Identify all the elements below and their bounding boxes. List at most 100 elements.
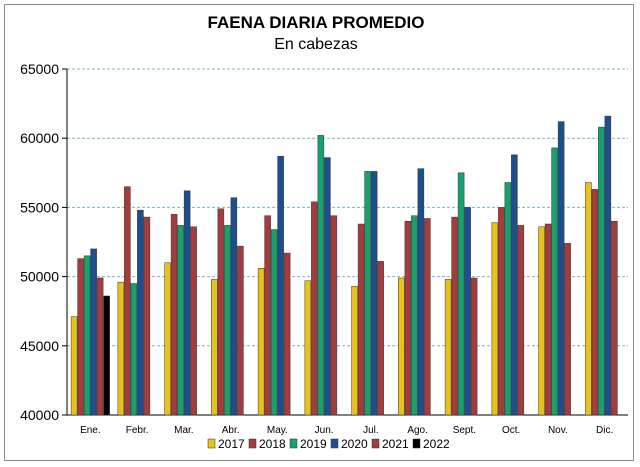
bar-2018 (217, 208, 225, 416)
bar-2020 (137, 209, 144, 416)
bar-2018 (591, 189, 599, 416)
bar-2021 (96, 277, 104, 416)
x-tick-label: Oct. (502, 425, 520, 436)
bar-2018 (124, 186, 131, 416)
bar-2019 (457, 172, 465, 416)
bar-2021 (564, 243, 571, 416)
x-tick-label: Dic. (596, 425, 613, 436)
bar-2019 (364, 171, 371, 416)
bar-2017 (304, 280, 312, 416)
bar-2018 (170, 214, 178, 416)
bar-2018 (451, 216, 458, 416)
legend-swatch-2017 (207, 438, 216, 449)
bar-2020 (417, 168, 425, 416)
bar-2020 (183, 190, 191, 416)
bar-2017 (70, 316, 78, 416)
bar-2017 (398, 277, 405, 416)
x-tick-label: Abr. (222, 425, 240, 436)
legend-label-2021: 2021 (382, 437, 409, 451)
bar-2020 (90, 248, 97, 416)
legend-label-2019: 2019 (300, 437, 327, 451)
bar-2021 (517, 225, 525, 416)
x-tick-labels: Ene. Febr. Mar. Abr. May. Jun. Jul. Ago. Sept. Oc… (80, 425, 613, 436)
bar-2017 (444, 279, 452, 416)
x-tick-label: May. (267, 425, 288, 436)
x-tick-label: Jul. (363, 425, 379, 436)
bar-2019 (598, 126, 605, 416)
bar-2022 (103, 295, 110, 416)
y-tick-label: 45000 (20, 338, 59, 354)
bar-2017 (491, 222, 499, 416)
bar-2020 (370, 171, 378, 416)
bar-2021 (330, 215, 338, 416)
x-tick-label: Nov. (548, 425, 568, 436)
x-tick-label: Febr. (126, 425, 149, 436)
bar-2021 (611, 220, 618, 416)
bar-2017 (117, 281, 125, 416)
legend-swatch-2020 (330, 438, 339, 449)
legend-label-2020: 2020 (341, 437, 368, 451)
bar-2020 (511, 154, 518, 416)
x-tick-label: Ene. (80, 425, 101, 436)
bar-2018 (77, 258, 84, 416)
axes (62, 68, 628, 416)
y-tick-label: 65000 (20, 61, 59, 77)
bar-2018 (264, 215, 271, 416)
x-tick-label: Sept. (453, 425, 476, 436)
bar-2020 (557, 121, 565, 416)
bar-2017 (164, 262, 171, 416)
bar-2018 (544, 223, 552, 416)
bar-2019 (83, 255, 91, 416)
legend-swatch-2019 (289, 438, 298, 449)
bar-2017 (585, 182, 592, 416)
bar-2019 (224, 225, 231, 416)
bar-2019 (551, 147, 558, 416)
bar-2021 (143, 216, 151, 416)
legend-label-2022: 2022 (423, 437, 450, 451)
legend-swatch-2022 (412, 438, 421, 449)
legend: 2017 2018 2019 2020 2021 2022 (207, 437, 450, 451)
legend-label-2017: 2017 (218, 437, 245, 451)
bar-2018 (311, 201, 318, 416)
bar-2017 (351, 286, 358, 416)
bar-2017 (211, 279, 218, 416)
bar-2019 (317, 135, 325, 416)
bar-2021 (470, 277, 478, 416)
bar-2017 (257, 268, 265, 416)
bar-2021 (190, 226, 197, 416)
bar-2020 (464, 207, 471, 416)
chart-subtitle: En cabezas (274, 36, 358, 53)
y-tick-labels: 40000 45000 50000 55000 60000 65000 (20, 61, 59, 423)
gridlines (67, 68, 628, 347)
legend-swatch-2018 (248, 438, 257, 449)
legend-label-2018: 2018 (259, 437, 286, 451)
bar-2018 (498, 207, 505, 416)
bar-2017 (538, 226, 545, 416)
bar-2018 (357, 223, 365, 416)
bar-2019 (504, 182, 512, 416)
bar-2019 (411, 215, 418, 416)
bar-chart: FAENA DIARIA PROMEDIO En cabezas 40000 45… (20, 13, 628, 451)
bar-2020 (277, 155, 284, 416)
x-tick-label: Ago. (407, 425, 428, 436)
x-tick-label: Mar. (174, 425, 193, 436)
bar-2021 (283, 252, 291, 416)
chart-frame: FAENA DIARIA PROMEDIO En cabezas 40000 45… (4, 4, 634, 461)
bar-2019 (270, 229, 278, 416)
bar-2020 (230, 197, 238, 416)
y-tick-label: 50000 (20, 269, 59, 285)
bar-2019 (177, 225, 184, 416)
bar-2019 (130, 283, 138, 416)
y-tick-label: 40000 (20, 407, 59, 423)
bar-2021 (377, 261, 384, 416)
y-tick-label: 60000 (20, 130, 59, 146)
bar-2018 (404, 220, 412, 416)
bar-2021 (237, 245, 244, 416)
y-tick-label: 55000 (20, 199, 59, 215)
bar-2020 (604, 115, 612, 416)
x-tick-label: Jun. (315, 425, 334, 436)
legend-swatch-2021 (371, 438, 380, 449)
bar-2021 (424, 218, 431, 416)
bar-2020 (324, 157, 331, 416)
chart-title: FAENA DIARIA PROMEDIO (208, 13, 425, 32)
